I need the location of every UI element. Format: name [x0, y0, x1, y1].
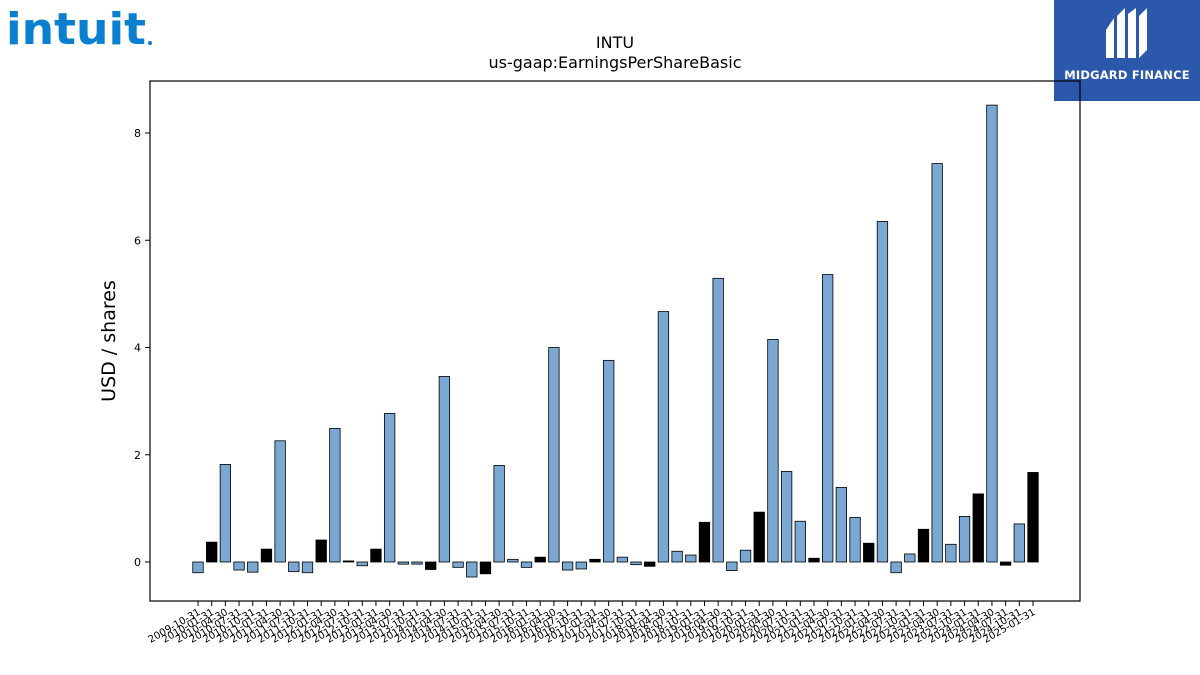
midgard-finance-logo: MIDGARD FINANCE — [1054, 0, 1200, 101]
bar — [698, 521, 711, 563]
bar — [192, 561, 204, 574]
bar — [274, 440, 286, 563]
plot-frame — [149, 80, 1081, 602]
bar — [794, 520, 806, 563]
bar — [999, 561, 1012, 566]
bar — [630, 561, 642, 566]
bar — [958, 516, 971, 563]
bar — [411, 561, 423, 565]
bar — [383, 413, 396, 563]
bar — [479, 561, 492, 575]
bar — [739, 549, 752, 563]
bar — [876, 221, 889, 563]
bar — [561, 561, 574, 571]
bar — [575, 561, 587, 570]
midgard-emblem-icon — [1106, 8, 1147, 58]
bar — [986, 104, 998, 563]
bar — [657, 311, 670, 563]
y-tick-label: 4 — [134, 342, 141, 355]
bar — [452, 561, 464, 568]
y-tick-label: 0 — [134, 556, 141, 569]
bar — [616, 556, 628, 563]
y-axis-label: USD / shares — [98, 280, 120, 402]
bar — [247, 561, 259, 573]
bar — [370, 548, 382, 563]
midgard-finance-label: MIDGARD FINANCE — [1064, 68, 1190, 82]
bar — [260, 548, 273, 563]
bar — [863, 542, 875, 563]
bar — [822, 274, 834, 563]
bar — [356, 561, 368, 567]
bar — [890, 561, 902, 574]
bar — [301, 561, 314, 574]
bar — [671, 550, 683, 563]
bar — [438, 376, 451, 563]
bar — [507, 558, 519, 563]
bar — [972, 493, 984, 563]
bar — [1027, 472, 1039, 563]
bar — [945, 543, 957, 563]
bar — [425, 561, 437, 570]
bar — [219, 463, 232, 563]
bar — [753, 511, 765, 563]
bar — [534, 556, 546, 563]
bar — [493, 465, 505, 563]
intuit-logo: intuit — [4, 2, 154, 55]
bar — [835, 487, 848, 563]
bar — [712, 277, 724, 563]
bar — [644, 561, 656, 567]
bar — [589, 558, 601, 563]
bar — [931, 163, 943, 563]
bar — [904, 553, 916, 563]
bar — [329, 428, 341, 563]
bar — [780, 470, 793, 563]
bar — [767, 339, 779, 563]
intuit-logo-mark: intuit — [6, 4, 152, 55]
bar — [520, 561, 533, 568]
bar — [603, 359, 615, 563]
bar — [1013, 523, 1025, 563]
bar — [685, 554, 697, 563]
bar — [466, 561, 478, 578]
bar — [726, 561, 738, 571]
bar — [206, 541, 218, 563]
y-tick-label: 6 — [134, 234, 141, 247]
bar — [342, 560, 355, 563]
bar — [288, 561, 300, 573]
y-tick-label: 8 — [134, 127, 141, 140]
bar — [233, 561, 245, 571]
chart-subtitle: us-gaap:EarningsPerShareBasic — [488, 53, 742, 72]
bar — [849, 517, 861, 563]
bar — [548, 347, 560, 563]
chart-title: INTU — [595, 33, 635, 52]
bar — [808, 557, 820, 563]
bar — [917, 528, 930, 563]
svg-text:intuit: intuit — [6, 4, 146, 52]
bar — [397, 561, 409, 565]
y-tick-label: 2 — [134, 449, 141, 462]
bar — [315, 539, 327, 563]
